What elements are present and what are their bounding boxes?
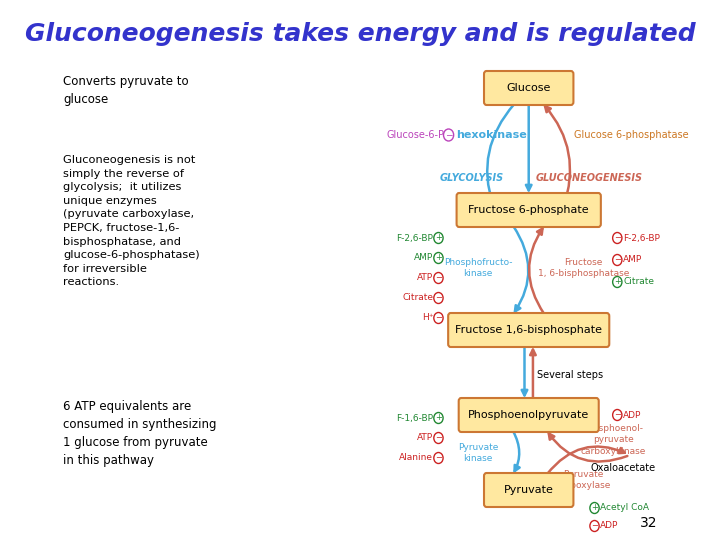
Text: F-2,6-BP: F-2,6-BP: [397, 233, 433, 242]
FancyArrowPatch shape: [487, 104, 514, 205]
Text: Oxaloacetate: Oxaloacetate: [590, 463, 656, 473]
Text: +: +: [435, 233, 442, 242]
Text: Phosphoenolpyruvate: Phosphoenolpyruvate: [468, 410, 590, 420]
Text: −: −: [591, 522, 598, 530]
FancyBboxPatch shape: [484, 71, 573, 105]
Text: Pyruvate: Pyruvate: [504, 485, 554, 495]
FancyArrowPatch shape: [529, 228, 544, 314]
FancyBboxPatch shape: [459, 398, 599, 432]
Text: 32: 32: [639, 516, 657, 530]
Text: AMP: AMP: [414, 253, 433, 262]
Text: AMP: AMP: [624, 255, 642, 265]
FancyArrowPatch shape: [549, 434, 627, 462]
FancyBboxPatch shape: [448, 313, 609, 347]
Text: −: −: [613, 233, 621, 242]
Text: Glucose-6-P: Glucose-6-P: [387, 130, 444, 140]
Text: Acetyl CoA: Acetyl CoA: [600, 503, 649, 512]
FancyArrowPatch shape: [545, 106, 570, 207]
Text: Citrate: Citrate: [402, 294, 433, 302]
Text: Fructose 6-phosphate: Fructose 6-phosphate: [469, 205, 589, 215]
FancyArrowPatch shape: [530, 349, 536, 398]
Text: H⁺: H⁺: [422, 314, 433, 322]
Text: Glucose 6-phosphatase: Glucose 6-phosphatase: [575, 130, 689, 140]
Text: F-2,6-BP: F-2,6-BP: [624, 233, 660, 242]
Text: +: +: [435, 253, 442, 262]
Text: −: −: [435, 314, 442, 322]
Text: +: +: [614, 278, 621, 287]
Text: Gluconeogenesis takes energy and is regulated: Gluconeogenesis takes energy and is regu…: [24, 22, 696, 46]
Text: Phosphoenol-
pyruvate
carboxykinase: Phosphoenol- pyruvate carboxykinase: [580, 424, 646, 456]
FancyArrowPatch shape: [526, 105, 531, 191]
Text: Citrate: Citrate: [624, 278, 654, 287]
Text: Phosphofructo-
kinase: Phosphofructo- kinase: [444, 258, 513, 278]
Text: Pyruvate
carboxylase: Pyruvate carboxylase: [557, 470, 611, 490]
FancyArrowPatch shape: [522, 347, 527, 395]
Text: ATP: ATP: [418, 273, 433, 282]
Text: +: +: [591, 503, 598, 512]
Text: ATP: ATP: [418, 434, 433, 442]
Text: Converts pyruvate to
glucose: Converts pyruvate to glucose: [63, 75, 189, 106]
FancyBboxPatch shape: [484, 473, 573, 507]
Text: −: −: [435, 454, 442, 462]
Text: 6 ATP equivalents are
consumed in synthesizing
1 glucose from pyruvate
in this p: 6 ATP equivalents are consumed in synthe…: [63, 400, 217, 467]
FancyArrowPatch shape: [513, 226, 528, 312]
Text: Several steps: Several steps: [537, 370, 603, 380]
Text: Fructose 1,6-bisphosphate: Fructose 1,6-bisphosphate: [455, 325, 602, 335]
Text: −: −: [435, 434, 442, 442]
Text: ADP: ADP: [600, 522, 618, 530]
Text: Glucose: Glucose: [507, 83, 551, 93]
Text: −: −: [613, 410, 621, 420]
Text: Pyruvate
kinase: Pyruvate kinase: [458, 443, 498, 463]
Text: −: −: [613, 255, 621, 265]
Text: −: −: [435, 273, 442, 282]
FancyArrowPatch shape: [547, 447, 625, 474]
Text: GLUCONEOGENESIS: GLUCONEOGENESIS: [536, 173, 642, 183]
Text: Alanine: Alanine: [400, 454, 433, 462]
Text: hexokinase: hexokinase: [456, 130, 527, 140]
Text: −: −: [435, 294, 442, 302]
Text: +: +: [435, 414, 442, 422]
FancyArrowPatch shape: [513, 431, 520, 471]
Text: ADP: ADP: [624, 410, 642, 420]
Text: −: −: [445, 131, 452, 139]
Text: GLYCOLYSIS: GLYCOLYSIS: [440, 173, 504, 183]
Text: F-1,6-BP: F-1,6-BP: [397, 414, 433, 422]
Text: Gluconeogenesis is not
simply the reverse of
glycolysis;  it utilizes
unique enz: Gluconeogenesis is not simply the revers…: [63, 155, 199, 287]
FancyBboxPatch shape: [456, 193, 601, 227]
Text: Fructose
1, 6-bisphosphatase: Fructose 1, 6-bisphosphatase: [538, 258, 629, 278]
